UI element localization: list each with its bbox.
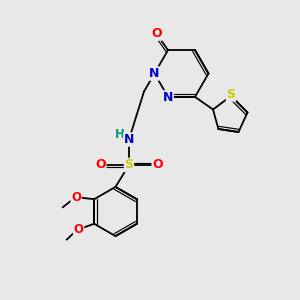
Text: H: H xyxy=(115,128,124,141)
Text: O: O xyxy=(152,158,163,172)
Text: O: O xyxy=(95,158,106,172)
Text: O: O xyxy=(74,223,84,236)
Text: S: S xyxy=(124,158,134,172)
Text: S: S xyxy=(226,88,236,101)
Text: N: N xyxy=(149,67,159,80)
Text: O: O xyxy=(151,27,162,40)
Text: O: O xyxy=(71,191,81,204)
Text: N: N xyxy=(124,133,134,146)
Text: N: N xyxy=(163,91,173,104)
